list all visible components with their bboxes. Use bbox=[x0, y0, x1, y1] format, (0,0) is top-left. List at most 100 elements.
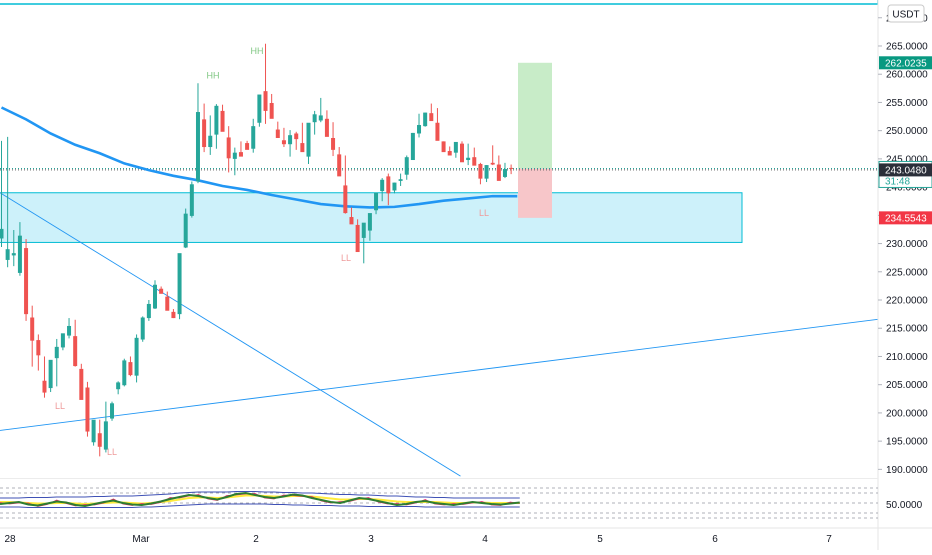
candle[interactable] bbox=[367, 213, 372, 241]
candle[interactable] bbox=[202, 103, 207, 153]
candle[interactable] bbox=[466, 143, 471, 166]
candle[interactable] bbox=[11, 230, 16, 267]
candle[interactable] bbox=[153, 280, 157, 310]
candle[interactable] bbox=[24, 239, 29, 321]
candle[interactable] bbox=[490, 145, 495, 166]
position-target-area[interactable] bbox=[518, 62, 552, 169]
candle[interactable] bbox=[134, 334, 139, 383]
trendline-descending[interactable] bbox=[0, 192, 461, 477]
candle[interactable] bbox=[97, 419, 102, 457]
bar-countdown-label: 31:48 bbox=[885, 176, 910, 187]
candle[interactable] bbox=[0, 140, 4, 247]
candle[interactable] bbox=[478, 162, 483, 185]
candle[interactable] bbox=[496, 155, 501, 181]
target-price-tag[interactable]: 262.0235 bbox=[879, 56, 932, 70]
candle[interactable] bbox=[110, 401, 115, 421]
candle[interactable] bbox=[435, 108, 440, 141]
candle[interactable] bbox=[361, 222, 366, 264]
candle[interactable] bbox=[269, 93, 274, 119]
candle[interactable] bbox=[245, 140, 250, 150]
candle[interactable] bbox=[410, 132, 415, 161]
candle[interactable] bbox=[48, 359, 53, 393]
candle[interactable] bbox=[380, 178, 385, 202]
candle[interactable] bbox=[159, 286, 164, 294]
candle[interactable] bbox=[294, 131, 299, 150]
candle[interactable] bbox=[67, 318, 72, 339]
candle[interactable] bbox=[263, 43, 268, 124]
stop-price-tag[interactable]: 234.5543 bbox=[879, 211, 932, 225]
ema-line[interactable] bbox=[0, 106, 518, 209]
candle[interactable] bbox=[73, 319, 78, 367]
candle[interactable] bbox=[60, 333, 65, 351]
candle[interactable] bbox=[214, 104, 219, 149]
candle[interactable] bbox=[343, 155, 348, 214]
candle[interactable] bbox=[103, 401, 108, 453]
candle[interactable] bbox=[177, 253, 182, 320]
osc-band-lower[interactable] bbox=[0, 503, 520, 508]
candle[interactable] bbox=[251, 118, 256, 153]
candle[interactable] bbox=[398, 173, 403, 186]
candle[interactable] bbox=[472, 147, 477, 166]
candle[interactable] bbox=[460, 141, 464, 163]
ema-price-tag[interactable]: 243.0480 bbox=[879, 163, 932, 177]
candle[interactable] bbox=[306, 122, 311, 164]
candle[interactable] bbox=[331, 122, 336, 157]
candle[interactable] bbox=[429, 103, 434, 122]
osc-main-line[interactable] bbox=[0, 491, 520, 508]
candle[interactable] bbox=[36, 334, 41, 371]
candle[interactable] bbox=[374, 192, 379, 215]
candle[interactable] bbox=[165, 291, 170, 311]
candle[interactable] bbox=[189, 181, 194, 218]
candle[interactable] bbox=[275, 121, 280, 138]
trendline-ascending[interactable] bbox=[0, 311, 932, 431]
candle[interactable] bbox=[140, 316, 145, 342]
candle[interactable] bbox=[423, 112, 428, 127]
top-zone-frame[interactable] bbox=[0, 0, 878, 5]
candle[interactable] bbox=[17, 222, 22, 276]
candle[interactable] bbox=[502, 162, 507, 179]
candle[interactable] bbox=[441, 141, 446, 153]
candle[interactable] bbox=[116, 381, 121, 395]
candle[interactable] bbox=[318, 97, 323, 123]
candle[interactable] bbox=[404, 155, 409, 180]
candle[interactable] bbox=[5, 136, 10, 268]
candle[interactable] bbox=[122, 358, 127, 387]
candle[interactable] bbox=[300, 122, 305, 153]
osc-band-upper[interactable] bbox=[0, 491, 520, 499]
currency-badge[interactable]: USDT bbox=[887, 4, 925, 23]
candle[interactable] bbox=[417, 113, 422, 138]
candle[interactable] bbox=[128, 356, 133, 377]
candle[interactable] bbox=[257, 94, 262, 127]
candle[interactable] bbox=[509, 164, 514, 175]
candle[interactable] bbox=[220, 104, 225, 132]
candle[interactable] bbox=[54, 338, 59, 387]
candle[interactable] bbox=[226, 126, 231, 173]
candle[interactable] bbox=[288, 130, 293, 157]
candle[interactable] bbox=[447, 146, 452, 156]
candle[interactable] bbox=[171, 309, 176, 319]
candle[interactable] bbox=[355, 219, 360, 253]
candle[interactable] bbox=[281, 127, 286, 148]
candle[interactable] bbox=[337, 147, 342, 177]
candle[interactable] bbox=[79, 363, 84, 400]
candle[interactable] bbox=[183, 208, 188, 249]
candle[interactable] bbox=[312, 110, 317, 135]
candle[interactable] bbox=[324, 110, 329, 137]
candle[interactable] bbox=[349, 207, 354, 225]
candle[interactable] bbox=[386, 173, 391, 206]
candle[interactable] bbox=[30, 305, 35, 367]
candle[interactable] bbox=[195, 83, 200, 184]
candle[interactable] bbox=[232, 147, 237, 176]
candle[interactable] bbox=[453, 141, 458, 158]
candle[interactable] bbox=[392, 182, 397, 194]
candle[interactable] bbox=[42, 356, 47, 398]
candle[interactable] bbox=[238, 141, 243, 157]
candle[interactable] bbox=[484, 165, 489, 183]
candle[interactable] bbox=[146, 300, 151, 321]
candle[interactable] bbox=[85, 381, 90, 437]
candle[interactable] bbox=[91, 419, 96, 446]
candle[interactable] bbox=[208, 115, 213, 155]
position-stop-area[interactable] bbox=[518, 168, 552, 218]
